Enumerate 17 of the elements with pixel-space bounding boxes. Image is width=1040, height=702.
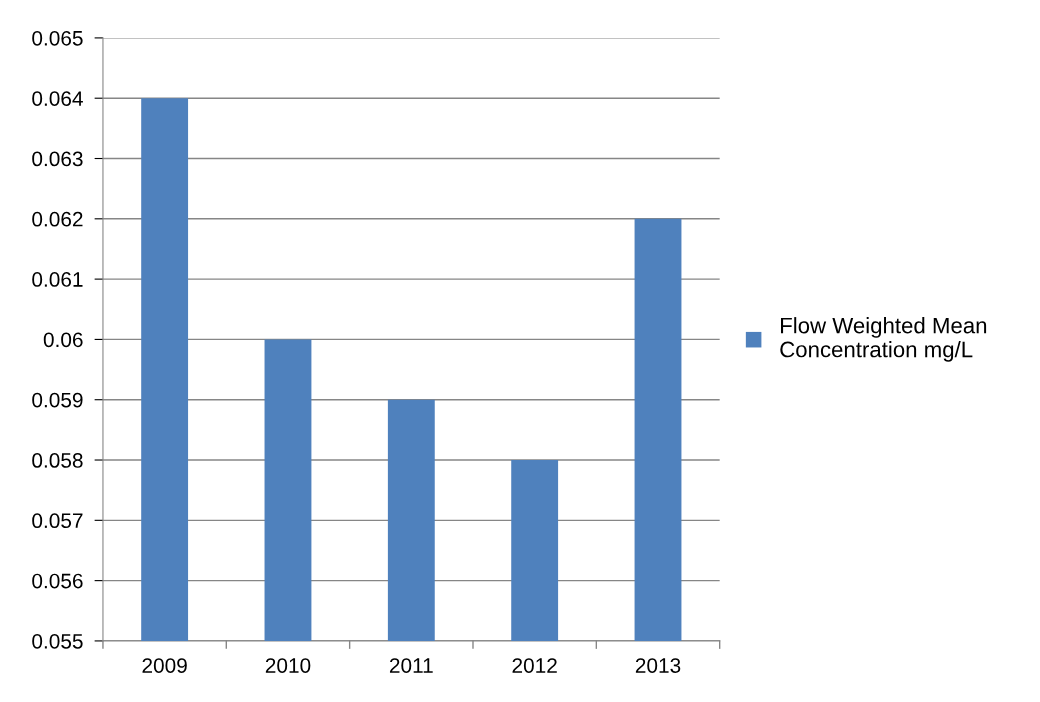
y-tick-label: 0.057 — [32, 513, 83, 529]
y-tick-label: 0.06 — [43, 332, 83, 348]
y-tick-label: 0.055 — [32, 633, 83, 649]
y-tick-label: 0.061 — [32, 272, 83, 287]
x-tick-label: 2011 — [389, 658, 433, 673]
x-tick-label: 2010 — [265, 658, 311, 673]
legend-label: Flow Weighted Mean Concentration mg/L — [780, 317, 987, 362]
y-tick-label: 0.065 — [32, 30, 83, 46]
y-tick-label: 0.064 — [32, 91, 83, 106]
y-tick-label: 0.056 — [32, 573, 83, 589]
y-tick-label: 0.063 — [32, 151, 83, 167]
y-tick-label: 0.059 — [32, 392, 83, 408]
y-tick-label: 0.058 — [32, 453, 83, 468]
x-tick-label: 2012 — [512, 658, 557, 673]
x-tick-label: 2009 — [142, 658, 187, 673]
x-tick-label: 2013 — [635, 658, 681, 673]
y-tick-label: 0.062 — [32, 211, 83, 227]
